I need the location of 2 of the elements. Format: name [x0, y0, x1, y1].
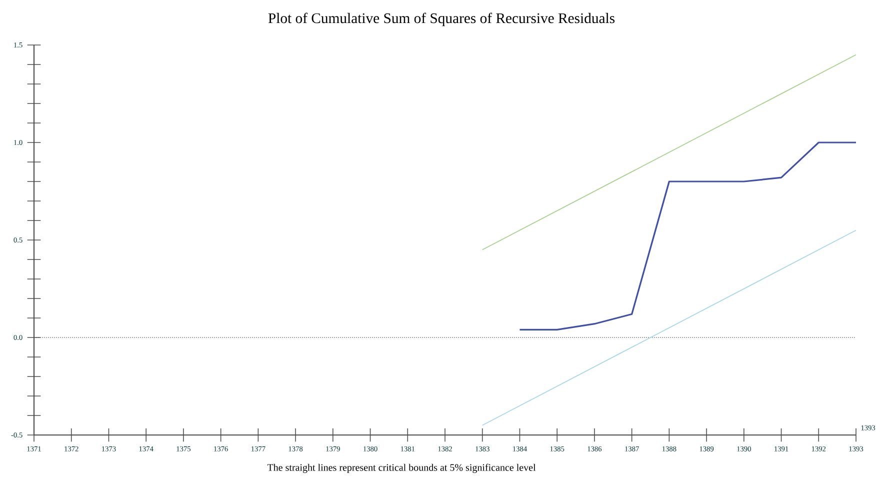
chart-title: Plot of Cumulative Sum of Squares of Recursive Residuals — [268, 12, 615, 26]
text: The straight lines represent critical bounds at 5% significance level — [267, 464, 536, 473]
